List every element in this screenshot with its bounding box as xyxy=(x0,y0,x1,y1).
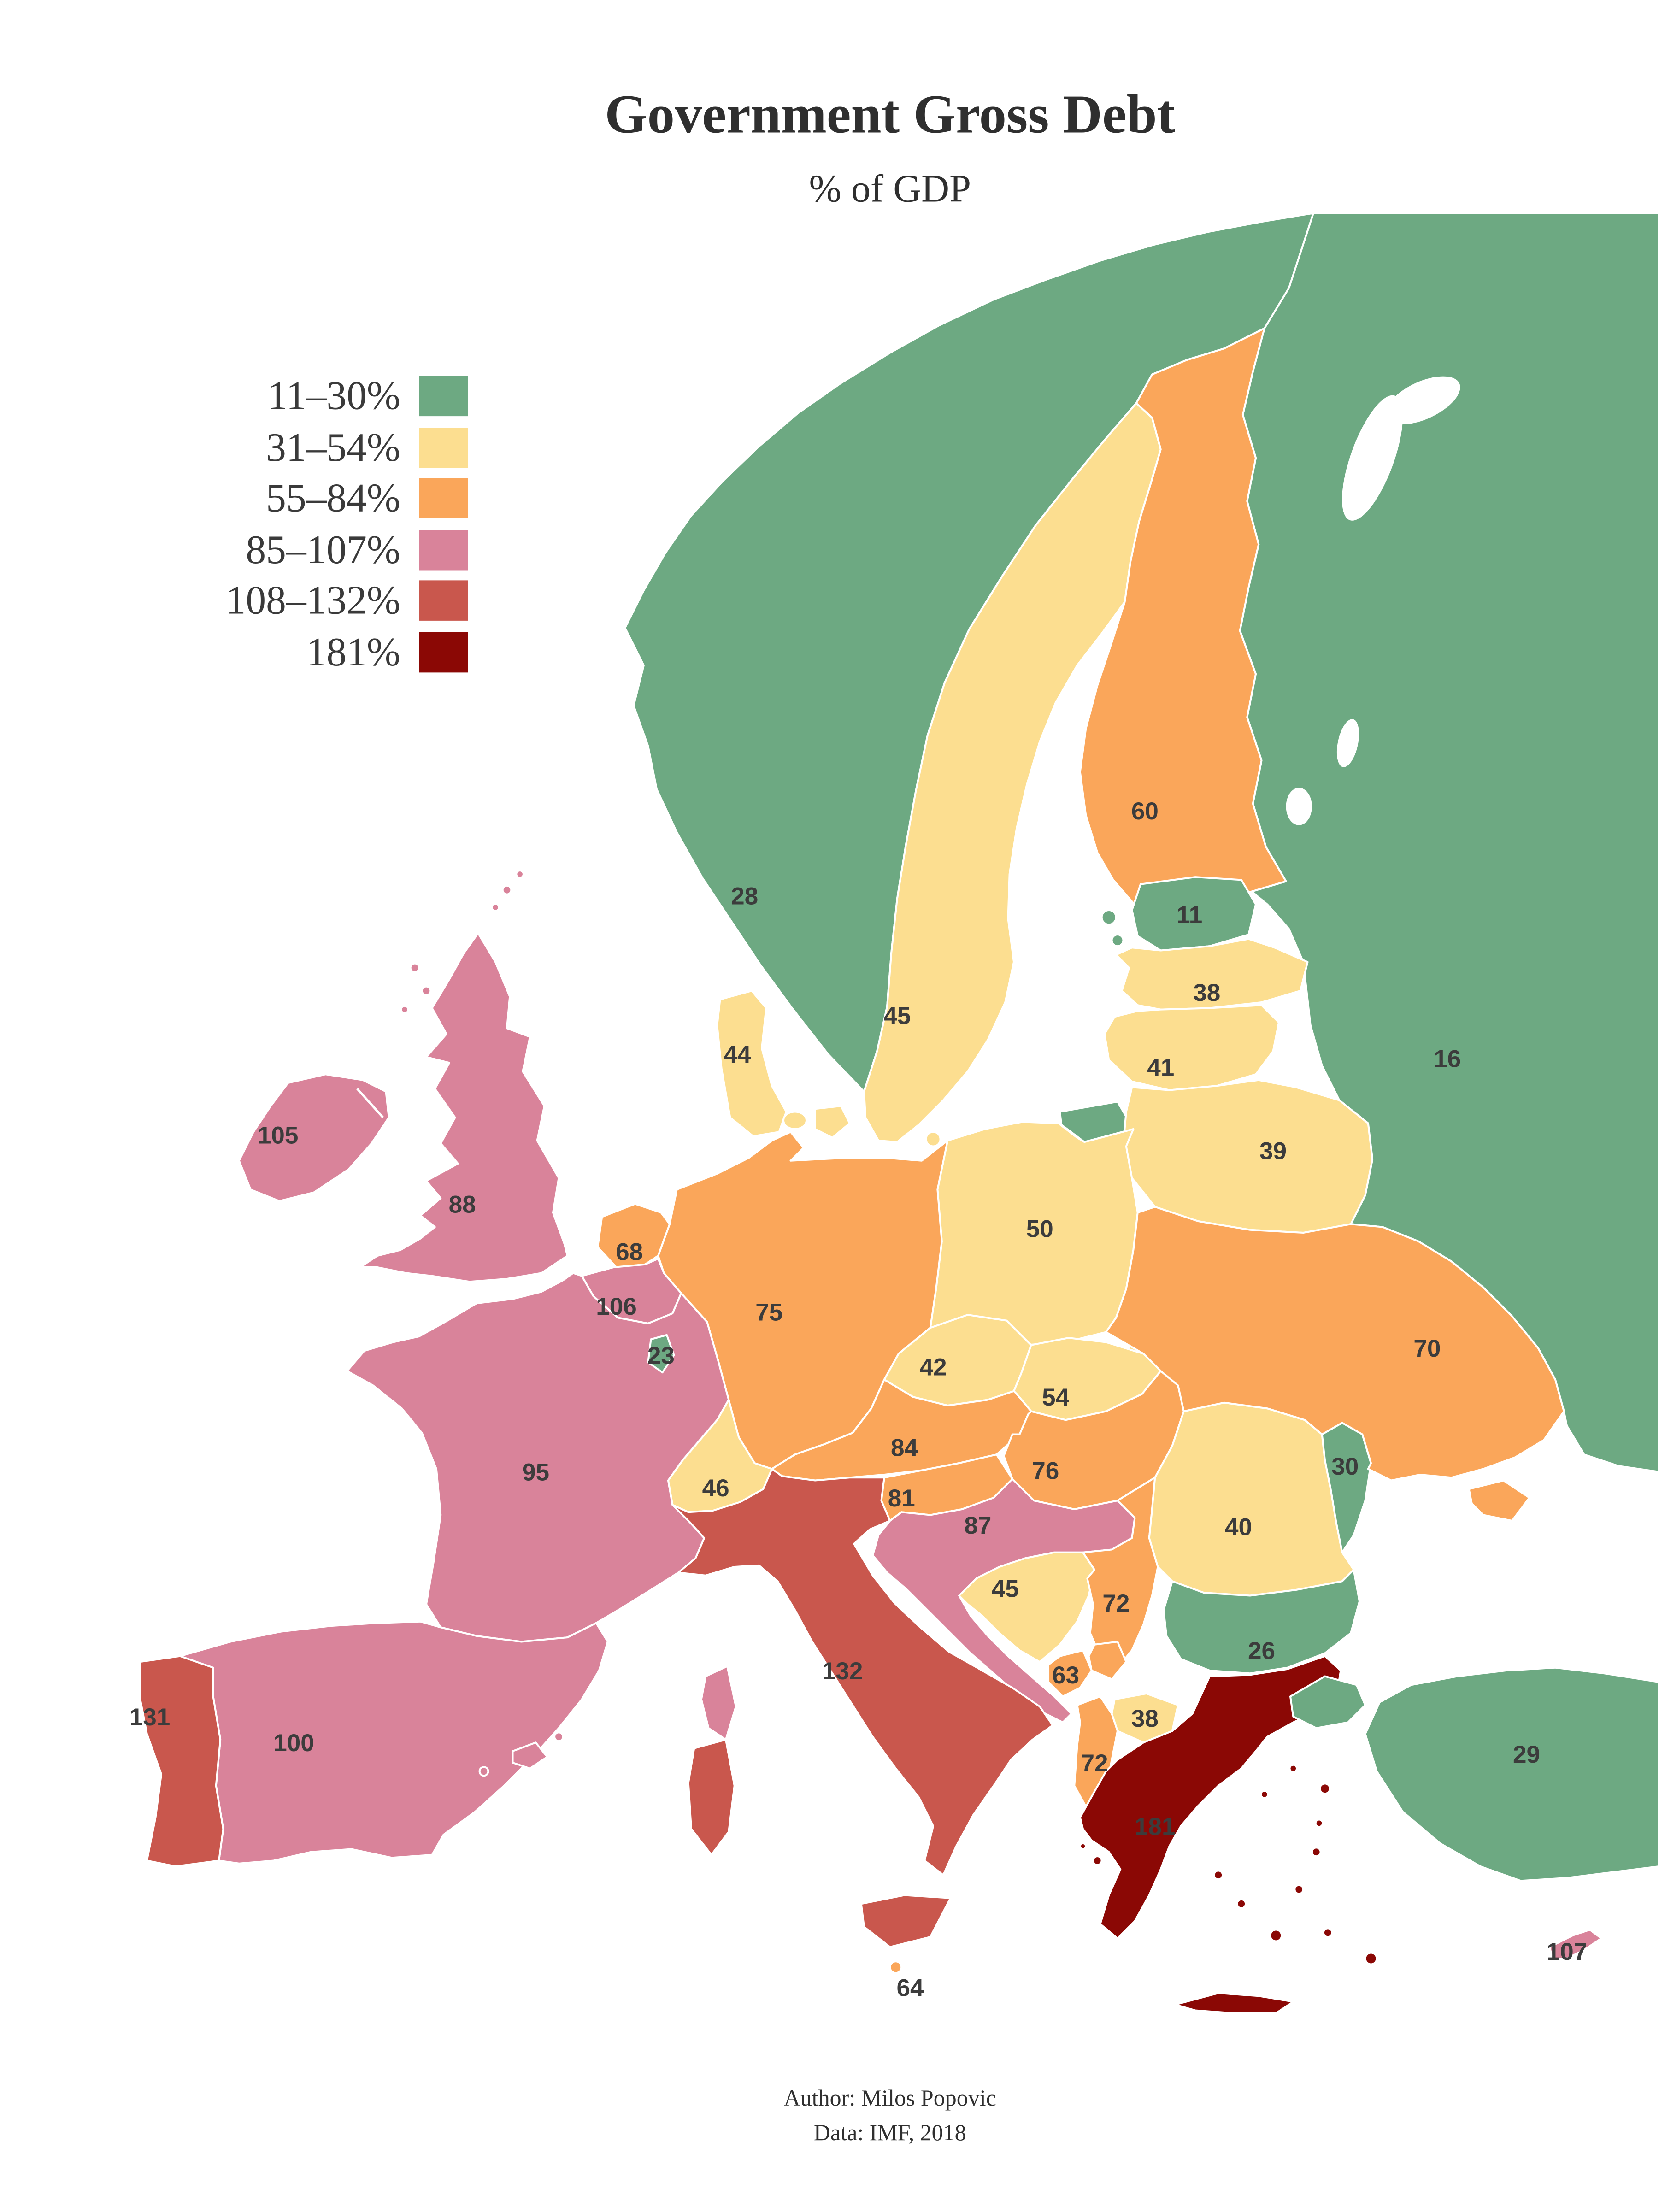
label-switzerland: 46 xyxy=(702,1475,729,1502)
label-romania: 40 xyxy=(1225,1513,1252,1541)
label-germany: 75 xyxy=(755,1299,782,1326)
country-ireland xyxy=(238,1073,390,1202)
country-cyprus xyxy=(1548,1929,1603,1960)
country-bosnia xyxy=(958,1551,1096,1663)
label-slovakia: 54 xyxy=(1042,1384,1070,1411)
label-belarus: 39 xyxy=(1259,1138,1287,1165)
label-croatia: 87 xyxy=(964,1512,991,1539)
label-north-macedonia: 38 xyxy=(1131,1705,1159,1732)
country-luxembourg xyxy=(647,1334,675,1374)
legend-swatch-0 xyxy=(419,376,468,417)
label-albania: 72 xyxy=(1081,1750,1108,1777)
footer-author: Author: Milos Popovic xyxy=(784,2085,996,2111)
label-lithuania: 41 xyxy=(1147,1054,1174,1081)
country-latvia xyxy=(1115,938,1309,1011)
page-title: Government Gross Debt xyxy=(605,84,1175,145)
legend-swatch-3 xyxy=(419,530,468,571)
country-portugal xyxy=(139,1655,224,1868)
label-luxembourg: 23 xyxy=(647,1342,675,1369)
country-turkey xyxy=(1289,1666,1659,1882)
country-estonia xyxy=(1100,876,1257,952)
label-montenegro: 63 xyxy=(1052,1662,1079,1689)
label-slovenia: 81 xyxy=(888,1485,915,1512)
country-north-macedonia xyxy=(1111,1692,1179,1744)
label-finland: 60 xyxy=(1131,798,1159,825)
label-portugal: 131 xyxy=(129,1704,171,1731)
label-hungary: 76 xyxy=(1032,1457,1059,1484)
label-bulgaria: 26 xyxy=(1248,1637,1275,1665)
label-sweden: 45 xyxy=(883,1002,911,1030)
country-lithuania xyxy=(1103,1004,1280,1091)
legend-label-5: 181% xyxy=(306,629,400,674)
legend: 11–30% 31–54% 55–84% 85–107% 108–132% 18… xyxy=(226,373,468,674)
legend-swatch-4 xyxy=(419,580,468,621)
legend-swatch-1 xyxy=(419,428,468,468)
country-montenegro xyxy=(1047,1649,1093,1698)
label-denmark: 44 xyxy=(724,1041,751,1068)
label-norway: 28 xyxy=(731,882,758,910)
label-malta: 64 xyxy=(896,1974,924,2001)
label-turkey: 29 xyxy=(1513,1741,1540,1768)
country-ukraine xyxy=(1105,1206,1565,1522)
label-belgium: 106 xyxy=(596,1293,637,1320)
sea-overlays xyxy=(1286,376,1460,825)
label-russia: 16 xyxy=(1434,1046,1461,1073)
legend-label-3: 85–107% xyxy=(246,527,400,572)
value-labels: 28 45 60 44 11 38 41 16 39 50 75 68 106 … xyxy=(129,798,1588,2001)
legend-swatch-5 xyxy=(419,632,468,673)
country-malta xyxy=(889,1960,903,1974)
country-kosovo xyxy=(1088,1641,1127,1680)
label-italy: 132 xyxy=(822,1658,863,1685)
label-cyprus: 107 xyxy=(1547,1938,1588,1965)
country-italy xyxy=(671,1468,1054,1948)
label-netherlands: 68 xyxy=(616,1238,643,1265)
label-poland: 50 xyxy=(1026,1215,1053,1242)
label-greece: 181 xyxy=(1135,1813,1176,1840)
uk-ireland-border xyxy=(356,1088,384,1118)
label-czechia: 42 xyxy=(919,1353,947,1381)
label-austria: 84 xyxy=(891,1434,918,1461)
label-bosnia: 45 xyxy=(992,1576,1019,1603)
country-netherlands xyxy=(596,1203,671,1269)
country-bulgaria xyxy=(1162,1569,1361,1675)
label-estonia: 11 xyxy=(1177,901,1202,929)
label-spain: 100 xyxy=(273,1730,314,1757)
country-united-kingdom xyxy=(359,870,569,1283)
country-denmark xyxy=(716,989,941,1147)
legend-label-1: 31–54% xyxy=(266,425,400,470)
country-spain xyxy=(179,1620,609,1865)
label-latvia: 38 xyxy=(1193,979,1220,1006)
legend-label-2: 55–84% xyxy=(266,475,400,520)
label-united-kingdom: 88 xyxy=(449,1191,476,1218)
footer-source: Data: IMF, 2018 xyxy=(814,2119,966,2145)
legend-swatch-2 xyxy=(419,478,468,518)
country-croatia xyxy=(871,1478,1136,1724)
label-france: 95 xyxy=(522,1459,549,1486)
map-layer xyxy=(139,212,1659,2014)
legend-label-0: 11–30% xyxy=(267,373,400,418)
label-ukraine: 70 xyxy=(1413,1335,1441,1362)
legend-label-4: 108–132% xyxy=(226,577,400,622)
country-greece xyxy=(1079,1655,1378,2014)
country-serbia xyxy=(1082,1477,1159,1669)
page-subtitle: % of GDP xyxy=(809,168,971,211)
label-moldova: 30 xyxy=(1331,1453,1359,1480)
label-serbia: 72 xyxy=(1102,1590,1130,1617)
label-ireland: 105 xyxy=(258,1122,299,1149)
